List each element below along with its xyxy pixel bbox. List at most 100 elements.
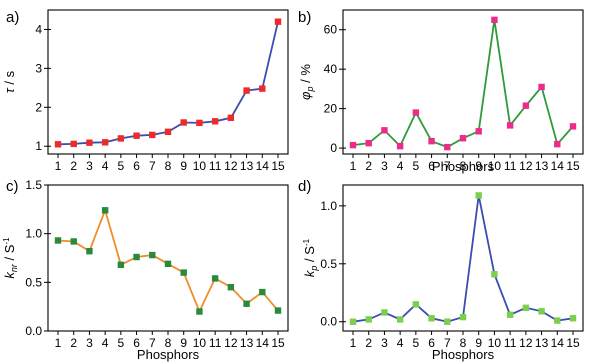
x-tick-label: 15 — [271, 159, 285, 173]
data-point — [259, 85, 265, 91]
data-point — [444, 144, 450, 150]
x-tick-label: 1 — [350, 336, 357, 350]
data-point — [243, 87, 249, 93]
data-point — [413, 109, 419, 115]
x-tick-label: 5 — [118, 336, 125, 350]
x-tick-label: 14 — [551, 336, 565, 350]
x-axis-label: Phosphors — [432, 347, 495, 362]
data-point — [243, 301, 249, 307]
plot-frame — [48, 185, 288, 331]
x-tick-label: 2 — [70, 336, 77, 350]
data-point — [55, 141, 61, 147]
data-point — [86, 140, 92, 146]
x-tick-label: 2 — [365, 336, 372, 350]
x-tick-label: 13 — [240, 159, 254, 173]
x-tick-label: 11 — [209, 159, 222, 173]
series-line — [353, 195, 573, 321]
x-tick-label: 4 — [397, 336, 404, 350]
x-tick-label: 13 — [535, 159, 549, 173]
data-point — [476, 128, 482, 134]
data-point — [133, 254, 139, 260]
x-tick-label: 11 — [209, 336, 222, 350]
x-tick-label: 1 — [350, 159, 357, 173]
data-point — [118, 262, 124, 268]
y-tick-label: 0.0 — [320, 315, 337, 329]
y-axis-label: τ / s — [2, 70, 17, 93]
data-point — [71, 141, 77, 147]
data-point — [55, 237, 61, 243]
data-point — [212, 275, 218, 281]
y-axis-label: φp / % — [298, 64, 315, 100]
x-tick-label: 6 — [133, 159, 140, 173]
data-point — [228, 284, 234, 290]
data-point — [275, 307, 281, 313]
x-tick-label: 15 — [566, 336, 580, 350]
x-tick-label: 12 — [519, 159, 533, 173]
x-tick-label: 4 — [102, 159, 109, 173]
data-point — [523, 102, 529, 108]
chart-panel-1: a)12341 2 3 4 5 6 7 8 9 10 11 12 13 14 15τ / s — [2, 9, 288, 173]
data-point — [538, 308, 544, 314]
y-axis-label: kp / S-1 — [302, 238, 319, 277]
panel-label: a) — [6, 9, 19, 26]
y-tick-label: 1.0 — [320, 199, 337, 213]
data-point — [570, 315, 576, 321]
x-tick-label: 13 — [240, 336, 254, 350]
y-tick-label: 4 — [35, 22, 42, 36]
y-tick-label: 1.5 — [25, 178, 42, 192]
x-tick-label: 4 — [102, 336, 109, 350]
x-tick-label: 12 — [224, 159, 238, 173]
data-point — [476, 192, 482, 198]
y-tick-label: 60 — [324, 23, 338, 37]
data-point — [181, 269, 187, 275]
data-point — [428, 315, 434, 321]
plot-frame — [343, 10, 583, 154]
data-point — [118, 135, 124, 141]
x-tick-label: 14 — [551, 159, 565, 173]
y-tick-label: 1.0 — [25, 227, 42, 241]
data-point — [570, 123, 576, 129]
data-point — [554, 141, 560, 147]
x-tick-label: 10 — [193, 159, 207, 173]
y-tick-label: 2 — [35, 100, 42, 114]
data-point — [228, 115, 234, 121]
x-tick-label: 2 — [70, 159, 77, 173]
data-point — [381, 309, 387, 315]
data-point — [181, 119, 187, 125]
data-point — [366, 316, 372, 322]
y-tick-label: 40 — [324, 62, 338, 76]
data-point — [507, 312, 513, 318]
x-tick-label: 3 — [381, 159, 388, 173]
x-tick-label: 13 — [535, 336, 549, 350]
x-tick-label: 12 — [224, 336, 238, 350]
panel-label: c) — [6, 178, 19, 195]
x-tick-label: 7 — [149, 159, 156, 173]
data-point — [350, 142, 356, 148]
data-point — [381, 127, 387, 133]
data-point — [460, 314, 466, 320]
x-tick-label: 3 — [86, 336, 93, 350]
x-tick-label: 5 — [413, 159, 420, 173]
y-tick-label: 3 — [35, 61, 42, 75]
data-point — [397, 316, 403, 322]
y-tick-label: 0.5 — [320, 257, 337, 271]
y-tick-label: 20 — [324, 102, 338, 116]
data-point — [397, 143, 403, 149]
y-tick-label: 0 — [330, 141, 337, 155]
x-tick-label: 1 — [55, 336, 62, 350]
x-tick-label: 12 — [519, 336, 533, 350]
data-point — [460, 135, 466, 141]
y-tick-label: 1 — [35, 139, 42, 153]
data-point — [523, 305, 529, 311]
data-point — [554, 317, 560, 323]
data-point — [86, 248, 92, 254]
data-point — [133, 133, 139, 139]
data-point — [165, 261, 171, 267]
data-point — [196, 308, 202, 314]
x-tick-label: 11 — [504, 159, 517, 173]
data-point — [491, 271, 497, 277]
data-point — [444, 319, 450, 325]
chart-panel-3: c)0.00.51.01.51 2 3 4 5 6 7 8 9 10 11 12 13 14 15Phosp… — [2, 178, 288, 362]
